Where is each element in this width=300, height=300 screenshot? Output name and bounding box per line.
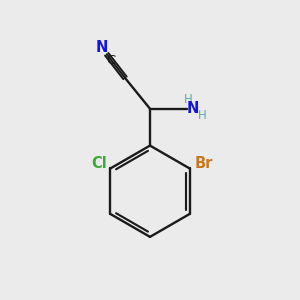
Text: H: H: [184, 93, 193, 106]
Text: H: H: [198, 109, 206, 122]
Text: N: N: [95, 40, 108, 55]
Text: Cl: Cl: [92, 157, 107, 172]
Text: N: N: [187, 101, 199, 116]
Text: Br: Br: [194, 157, 213, 172]
Text: C: C: [106, 54, 116, 67]
